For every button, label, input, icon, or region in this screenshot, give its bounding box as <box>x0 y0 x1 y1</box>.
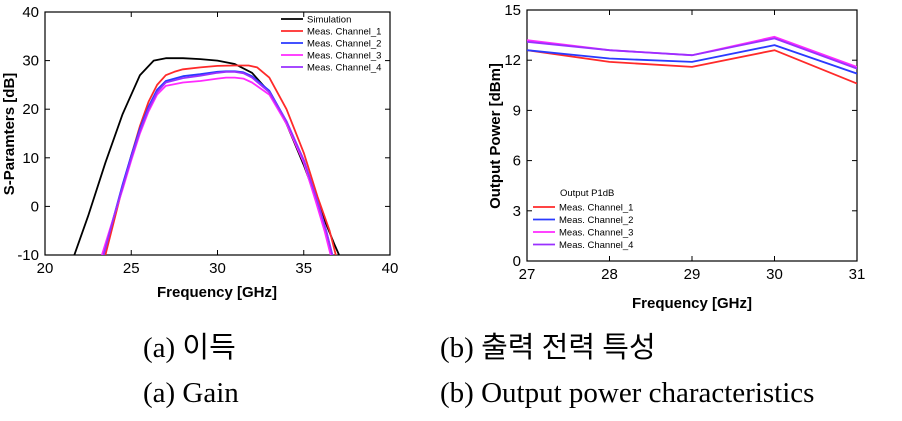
x-tick-label: 31 <box>849 266 866 283</box>
gain-legend-label-3: Meas. Channel_2 <box>307 39 381 50</box>
x-tick-label: 27 <box>519 266 536 283</box>
power-axis-ticks: 27 28 29 30 31 0 3 6 9 12 15 <box>504 2 865 283</box>
gain-series-line-4 <box>101 76 332 255</box>
caption-b-korean: (b) 출력 전력 특성 <box>440 332 656 364</box>
gain-chart: 20 25 30 35 40 -10 0 10 20 30 40 Frequency [GHz] S… <box>1 4 398 301</box>
power-series-line-2 <box>527 44 857 75</box>
x-tick-label: 29 <box>684 266 701 283</box>
power-y-axis-label: Output Power [dBm] <box>487 63 504 209</box>
gain-series-lines <box>73 57 341 255</box>
power-series-line-4 <box>527 37 857 70</box>
power-legend-title: Output P1dB <box>560 188 614 199</box>
y-tick-label: 10 <box>22 150 39 167</box>
y-tick-label: 3 <box>513 203 521 220</box>
y-tick-label: 9 <box>513 102 521 119</box>
x-tick-label: 20 <box>37 260 54 277</box>
y-tick-label: 15 <box>504 2 521 19</box>
power-legend-label-3: Meas. Channel_3 <box>559 228 633 239</box>
power-series-lines <box>527 35 857 85</box>
y-tick-label: 40 <box>22 4 39 21</box>
y-tick-label: 30 <box>22 53 39 70</box>
power-legend-label-4: Meas. Channel_4 <box>559 240 633 251</box>
x-tick-label: 28 <box>601 266 618 283</box>
x-tick-label: 40 <box>382 260 399 277</box>
gain-axis-ticks: 20 25 30 35 40 -10 0 10 20 30 40 <box>17 4 398 277</box>
gain-legend-label-2: Meas. Channel_1 <box>307 27 381 38</box>
x-tick-label: 35 <box>295 260 312 277</box>
y-tick-label: 20 <box>22 101 39 118</box>
y-tick-label: 0 <box>31 198 39 215</box>
caption-a-english: (a) Gain <box>143 377 239 409</box>
gain-legend-label-4: Meas. Channel_3 <box>307 51 381 62</box>
power-series-line-1 <box>527 49 857 85</box>
x-tick-label: 30 <box>766 266 783 283</box>
caption-b-english: (b) Output power characteristics <box>440 377 815 409</box>
y-tick-label: 0 <box>513 253 521 270</box>
y-tick-label: -10 <box>17 247 39 264</box>
gain-x-axis-label: Frequency [GHz] <box>157 284 277 301</box>
x-tick-label: 25 <box>123 260 140 277</box>
y-tick-label: 6 <box>513 153 521 170</box>
gain-legend-label-1: Simulation <box>307 15 351 26</box>
power-legend-label-1: Meas. Channel_1 <box>559 203 633 214</box>
gain-y-axis-label: S-Paramters [dB] <box>1 73 18 196</box>
gain-series-line-5 <box>102 70 334 255</box>
y-tick-label: 12 <box>504 52 521 69</box>
output-power-chart: 27 28 29 30 31 0 3 6 9 12 15 Frequency [GHz] Outpu… <box>487 2 865 312</box>
gain-series-line-3 <box>102 70 334 255</box>
power-legend-label-2: Meas. Channel_2 <box>559 215 633 226</box>
caption-a-korean: (a) 이득 <box>143 332 236 364</box>
gain-legend-label-5: Meas. Channel_4 <box>307 63 381 74</box>
power-x-axis-label: Frequency [GHz] <box>632 295 752 312</box>
x-tick-label: 30 <box>209 260 226 277</box>
